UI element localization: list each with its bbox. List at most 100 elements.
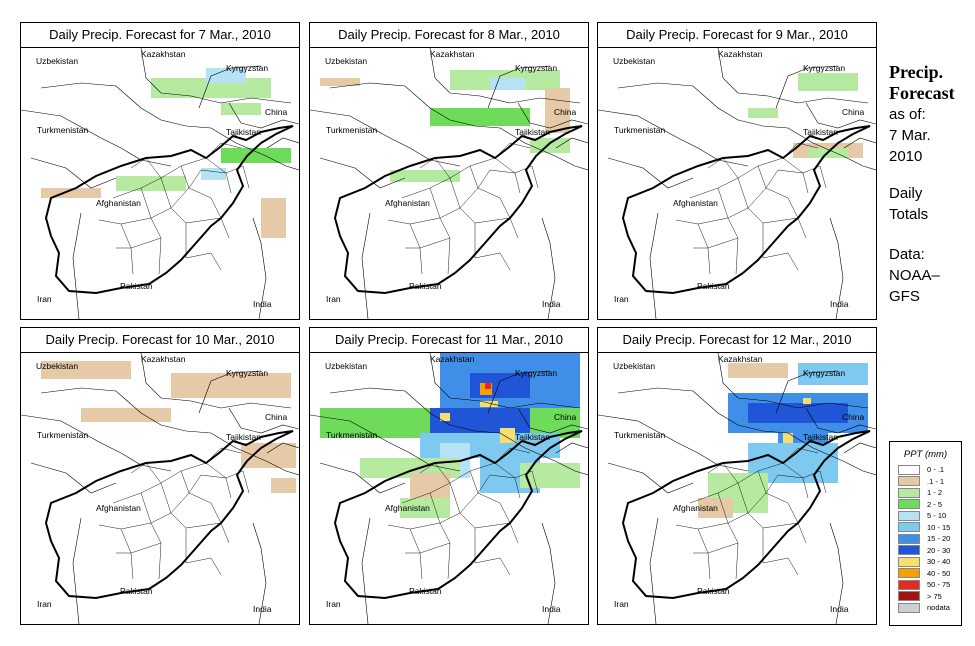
afghanistan-border xyxy=(621,125,871,295)
label-china: China xyxy=(842,107,865,117)
label-uzbekistan: Uzbekistan xyxy=(325,361,368,371)
precip-cell xyxy=(803,398,811,404)
legend-label: 2 - 5 xyxy=(927,499,943,509)
legend-label: 10 - 15 xyxy=(927,522,951,532)
forecast-map-panel-4: Daily Precip. Forecast for 10 Mar., 2010 xyxy=(20,327,300,625)
label-afghanistan: Afghanistan xyxy=(673,503,718,513)
panel-title: Daily Precip. Forecast for 12 Mar., 2010 xyxy=(598,328,876,353)
label-kyrgyzstan: Kyrgyzstan xyxy=(515,63,558,73)
panel-title: Daily Precip. Forecast for 7 Mar., 2010 xyxy=(21,23,299,48)
label-india: India xyxy=(542,604,561,614)
legend-label: 5 - 10 xyxy=(927,511,947,521)
legend-item: 40 - 50 xyxy=(890,568,961,580)
precipitation-layer xyxy=(320,70,570,182)
label-turkmenistan: Turkmenistan xyxy=(37,430,89,440)
legend-item: > 75 xyxy=(890,591,961,603)
label-uzbekistan: Uzbekistan xyxy=(613,361,656,371)
legend-item: 0 - .1 xyxy=(890,464,961,476)
map-area: Uzbekistan Kazakhstan Kyrgyzstan Turkmen… xyxy=(310,48,588,319)
forecast-map-panel-2: Daily Precip. Forecast for 8 Mar., 2010 xyxy=(309,22,589,320)
label-kazakhstan: Kazakhstan xyxy=(718,354,763,364)
label-uzbekistan: Uzbekistan xyxy=(325,56,368,66)
label-pakistan: Pakistan xyxy=(697,281,730,291)
map-area: Uzbekistan Kazakhstan Kyrgyzstan Turkmen… xyxy=(310,353,588,624)
legend-label: 0 - .1 xyxy=(927,465,945,475)
label-turkmenistan: Turkmenistan xyxy=(326,125,378,135)
label-turkmenistan: Turkmenistan xyxy=(614,125,666,135)
label-iran: Iran xyxy=(614,599,629,609)
label-pakistan: Pakistan xyxy=(697,586,730,596)
label-uzbekistan: Uzbekistan xyxy=(613,56,656,66)
legend-label: 50 - 75 xyxy=(927,580,951,590)
totals-line-1: Daily xyxy=(889,185,923,202)
map-svg xyxy=(310,353,588,624)
afghanistan-border xyxy=(621,430,871,600)
precip-cell xyxy=(728,363,788,378)
precip-cell xyxy=(798,73,858,91)
label-afghanistan: Afghanistan xyxy=(96,503,141,513)
legend-item: 20 - 30 xyxy=(890,545,961,557)
legend-swatch xyxy=(898,579,920,590)
label-india: India xyxy=(542,299,561,309)
precip-cell xyxy=(320,78,360,86)
legend-label: 1 - 2 xyxy=(927,488,943,498)
province-borders xyxy=(387,447,539,580)
afghanistan-border xyxy=(44,430,294,600)
label-tajikistan: Tajikistan xyxy=(803,432,838,442)
legend-swatch xyxy=(898,487,920,498)
legend-label: 40 - 50 xyxy=(927,568,951,578)
title-line-1: Precip. xyxy=(889,62,944,82)
legend-item: 10 - 15 xyxy=(890,522,961,534)
sidebar-data: Data: NOAA– GFS xyxy=(889,244,940,307)
precip-cell xyxy=(261,198,286,238)
label-kazakhstan: Kazakhstan xyxy=(718,49,763,59)
legend-swatch xyxy=(898,556,920,567)
label-turkmenistan: Turkmenistan xyxy=(614,430,666,440)
label-uzbekistan: Uzbekistan xyxy=(36,361,79,371)
title-line-2: Forecast xyxy=(889,83,955,103)
province-borders xyxy=(387,142,539,275)
label-india: India xyxy=(253,299,272,309)
map-area: Uzbekistan Kazakhstan Kyrgyzstan Turkmen… xyxy=(598,48,876,319)
label-china: China xyxy=(554,412,577,422)
country-borders xyxy=(21,353,299,624)
label-india: India xyxy=(830,299,849,309)
legend-swatch xyxy=(898,533,920,544)
province-borders xyxy=(98,447,250,580)
country-borders xyxy=(310,48,588,319)
precip-cell xyxy=(440,413,450,421)
legend-label: 20 - 30 xyxy=(927,545,951,555)
precipitation-layer xyxy=(41,68,291,238)
precip-cell xyxy=(81,408,171,422)
as-of-date-2: 2010 xyxy=(889,148,923,165)
precip-cell xyxy=(271,478,296,493)
precip-cell xyxy=(41,188,101,198)
label-tajikistan: Tajikistan xyxy=(515,127,550,137)
legend-item: 30 - 40 xyxy=(890,556,961,568)
legend-item: 15 - 20 xyxy=(890,533,961,545)
label-kazakhstan: Kazakhstan xyxy=(141,354,186,364)
data-source-2: GFS xyxy=(889,288,920,305)
precip-cell xyxy=(783,433,793,443)
data-source-1: NOAA– xyxy=(889,267,940,284)
forecast-map-panel-6: Daily Precip. Forecast for 12 Mar., 2010 xyxy=(597,327,877,625)
forecast-map-panel-1: Daily Precip. Forecast for 7 Mar., 2010 xyxy=(20,22,300,320)
label-afghanistan: Afghanistan xyxy=(96,198,141,208)
label-tajikistan: Tajikistan xyxy=(226,432,261,442)
legend-swatch xyxy=(898,522,920,533)
legend-item: 2 - 5 xyxy=(890,499,961,511)
precip-cell xyxy=(41,361,131,379)
label-india: India xyxy=(830,604,849,614)
label-turkmenistan: Turkmenistan xyxy=(37,125,89,135)
legend-item: .1 - 1 xyxy=(890,476,961,488)
country-borders xyxy=(21,48,299,319)
precip-cell xyxy=(241,443,296,468)
legend-label: 15 - 20 xyxy=(927,534,951,544)
country-borders xyxy=(310,353,588,624)
precip-cell xyxy=(400,498,450,518)
province-borders xyxy=(675,142,827,275)
precip-cell xyxy=(748,108,778,118)
map-svg xyxy=(21,48,299,319)
country-borders xyxy=(598,353,876,624)
